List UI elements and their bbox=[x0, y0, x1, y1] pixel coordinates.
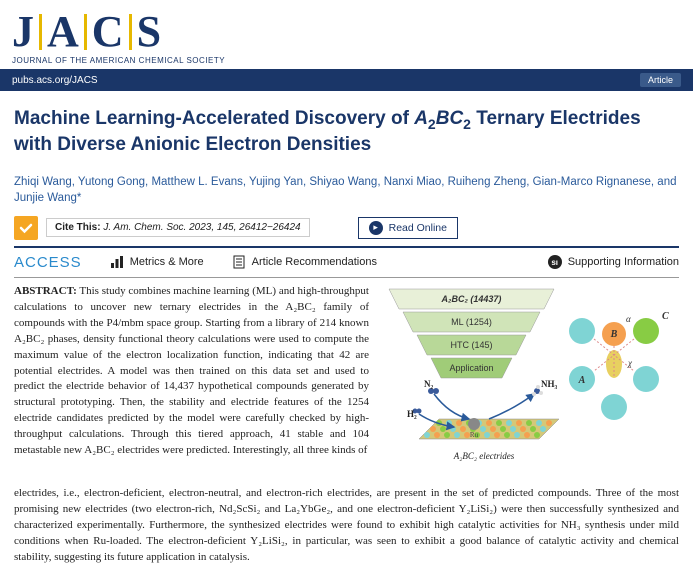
supporting-info-link[interactable]: sı Supporting Information bbox=[548, 255, 679, 269]
svg-text:H₂: H₂ bbox=[407, 409, 417, 419]
svg-text:B: B bbox=[610, 329, 618, 340]
metrics-link[interactable]: Metrics & More bbox=[110, 255, 204, 269]
logo-sep bbox=[39, 14, 42, 50]
access-label[interactable]: ACCESS bbox=[14, 254, 82, 271]
check-badge-icon bbox=[14, 216, 38, 240]
journal-subtitle: JOURNAL OF THE AMERICAN CHEMICAL SOCIETY bbox=[12, 56, 681, 65]
recommendations-link[interactable]: Article Recommendations bbox=[232, 255, 377, 269]
svg-text:Ru: Ru bbox=[470, 431, 479, 439]
svg-text:A₂BC₂ electrides: A₂BC₂ electrides bbox=[453, 451, 515, 461]
svg-text:A: A bbox=[578, 375, 586, 386]
article-title: Machine Learning-Accelerated Discovery o… bbox=[14, 107, 679, 158]
separator bbox=[14, 277, 679, 278]
svg-text:C: C bbox=[662, 311, 669, 322]
logo-letter: S bbox=[137, 10, 161, 54]
logo-letter: A bbox=[47, 10, 79, 54]
cite-label: Cite This: bbox=[55, 222, 101, 233]
cite-ref: J. Am. Chem. Soc. 2023, 145, 26412−26424 bbox=[103, 222, 300, 233]
metrics-icon bbox=[110, 255, 124, 269]
jacs-logo: J A C S bbox=[12, 10, 681, 54]
logo-letter: C bbox=[92, 10, 124, 54]
recommendations-label: Article Recommendations bbox=[252, 256, 377, 268]
document-icon bbox=[232, 255, 246, 269]
svg-text:Application: Application bbox=[449, 363, 493, 373]
read-online-button[interactable]: ▸ Read Online bbox=[358, 217, 458, 239]
si-icon: sı bbox=[548, 255, 562, 269]
svg-text:N₂: N₂ bbox=[424, 379, 433, 389]
read-online-label: Read Online bbox=[389, 222, 447, 234]
journal-logo-bar: J A C S JOURNAL OF THE AMERICAN CHEMICAL… bbox=[0, 0, 693, 69]
url-bar: pubs.acs.org/JACS Article bbox=[0, 69, 693, 91]
separator bbox=[14, 246, 679, 248]
abstract-continued: electrides, i.e., electron-deficient, el… bbox=[14, 486, 679, 566]
citation-row: Cite This: J. Am. Chem. Soc. 2023, 145, … bbox=[14, 216, 679, 240]
logo-sep bbox=[84, 14, 87, 50]
svg-text:ML (1254): ML (1254) bbox=[451, 317, 492, 327]
info-row: ACCESS Metrics & More Article Recommenda… bbox=[14, 254, 679, 271]
supporting-info-label: Supporting Information bbox=[568, 256, 679, 268]
abstract-block: ABSTRACT: This study combines machine le… bbox=[14, 284, 679, 474]
article-badge: Article bbox=[640, 73, 681, 87]
abstract-text: ABSTRACT: This study combines machine le… bbox=[14, 284, 369, 459]
title-block: Machine Learning-Accelerated Discovery o… bbox=[0, 91, 693, 164]
logo-sep bbox=[129, 14, 132, 50]
author-list[interactable]: Zhiqi Wang, Yutong Gong, Matthew L. Evan… bbox=[14, 174, 679, 206]
metrics-label: Metrics & More bbox=[130, 256, 204, 268]
svg-text:A₂BC₂ (14437): A₂BC₂ (14437) bbox=[441, 294, 502, 304]
logo-letter: J bbox=[12, 10, 34, 54]
abstract-body-first: This study combines machine learning (ML… bbox=[14, 285, 369, 456]
cite-this-box[interactable]: Cite This: J. Am. Chem. Soc. 2023, 145, … bbox=[46, 218, 310, 237]
svg-text:NH₃: NH₃ bbox=[541, 379, 558, 389]
journal-url[interactable]: pubs.acs.org/JACS bbox=[12, 75, 98, 86]
svg-text:χ: χ bbox=[627, 358, 633, 368]
svg-text:α: α bbox=[626, 314, 631, 324]
book-icon: ▸ bbox=[369, 221, 383, 235]
abstract-label: ABSTRACT: bbox=[14, 285, 77, 297]
graphical-abstract: A₂BC₂ (14437) ML (1254) HTC (145) Applic… bbox=[379, 284, 679, 474]
toc-figure-svg: A₂BC₂ (14437) ML (1254) HTC (145) Applic… bbox=[379, 284, 679, 474]
svg-text:HTC (145): HTC (145) bbox=[450, 340, 492, 350]
